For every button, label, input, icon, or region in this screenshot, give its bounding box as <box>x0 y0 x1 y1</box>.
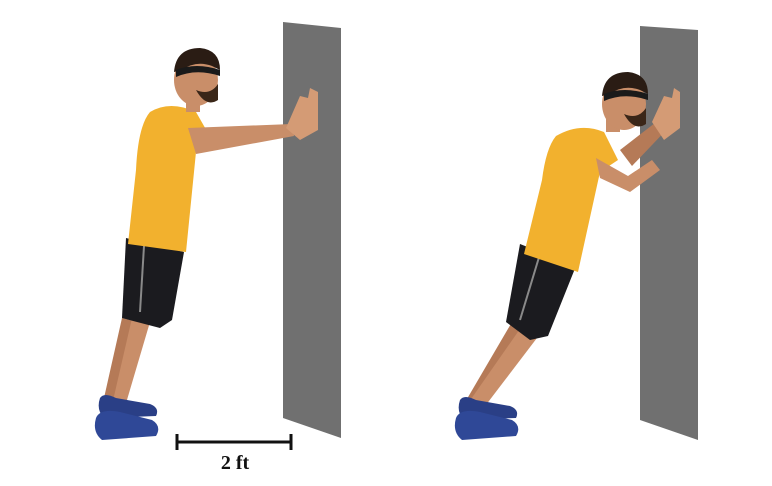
right-figure-hair <box>602 72 648 96</box>
right-figure-beard <box>624 108 646 127</box>
left-figure-headband <box>176 66 220 77</box>
right-figure-shorts <box>506 244 576 340</box>
right-figure-shorts-stripe <box>519 253 541 321</box>
left-figure-upper-arm <box>188 124 294 154</box>
left-figure-shorts <box>122 238 184 328</box>
right-figure-shirt <box>524 127 618 272</box>
left-figure-front-leg <box>112 318 150 410</box>
left-figure-shorts-stripe <box>139 245 145 313</box>
wall-left <box>283 22 341 438</box>
right-figure-front-leg <box>462 326 540 418</box>
wall-right <box>640 26 698 440</box>
right-figure-upper-arm <box>596 158 660 192</box>
right-figure-headband <box>604 90 648 101</box>
left-figure-hand <box>286 88 318 140</box>
lowered-position-panel <box>454 26 698 440</box>
right-figure-hand <box>652 88 680 140</box>
left-figure-hair <box>174 48 220 72</box>
distance-measure <box>175 434 293 450</box>
right-figure-front-shoe <box>454 410 519 440</box>
start-position-panel <box>94 22 341 440</box>
left-figure-shirt <box>128 106 212 252</box>
left-figure-front-shoe <box>94 410 159 440</box>
distance-label: 2 ft <box>220 452 250 474</box>
left-figure-beard <box>196 84 218 103</box>
